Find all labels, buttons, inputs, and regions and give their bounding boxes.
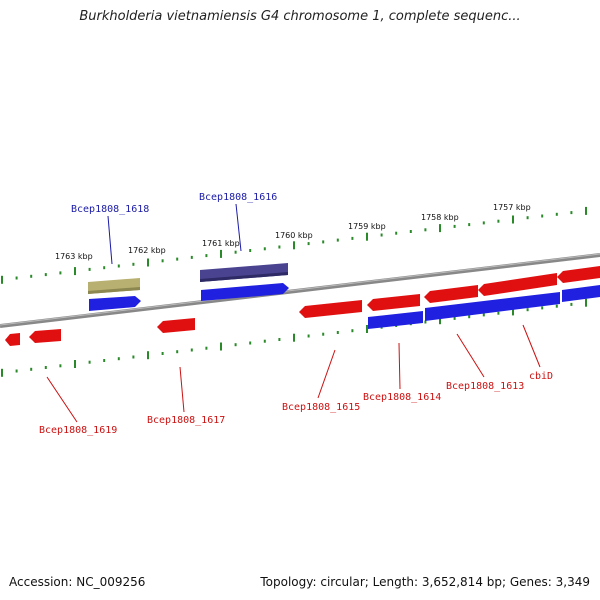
gene-label-bcep1808-1613[interactable]: Bcep1808_1613 bbox=[446, 381, 524, 392]
gene-label-bcep1808-1618[interactable]: Bcep1808_1618 bbox=[71, 204, 149, 215]
callout-line bbox=[179, 366, 185, 413]
gene-label-bcep1808-1617[interactable]: Bcep1808_1617 bbox=[147, 415, 225, 426]
gene-label-bcep1808-1616[interactable]: Bcep1808_1616 bbox=[199, 192, 277, 203]
accession-text: Accession: NC_009256 bbox=[9, 575, 146, 589]
kbp-label: 1763 kbp bbox=[55, 252, 93, 261]
forward-gene[interactable] bbox=[89, 296, 141, 311]
kbp-label: 1759 kbp bbox=[348, 222, 386, 231]
gene-label-cbid[interactable]: cbiD bbox=[529, 371, 553, 382]
map-title: Burkholderia vietnamiensis G4 chromosome… bbox=[79, 9, 521, 24]
kbp-label: 1760 kbp bbox=[275, 231, 313, 240]
callout-line bbox=[456, 333, 485, 378]
callout-line bbox=[107, 215, 113, 265]
callout-line bbox=[235, 203, 242, 252]
callout-line bbox=[46, 376, 78, 423]
callout-line bbox=[398, 342, 401, 390]
gene-label-bcep1808-1619[interactable]: Bcep1808_1619 bbox=[39, 425, 117, 436]
reverse-gene[interactable] bbox=[157, 318, 195, 333]
gene-label-bcep1808-1615[interactable]: Bcep1808_1615 bbox=[282, 402, 360, 413]
reverse-gene[interactable] bbox=[478, 273, 557, 296]
gene-bcep1808-1618-highlight-shade bbox=[88, 287, 140, 294]
reverse-gene[interactable] bbox=[299, 300, 362, 318]
callout-line bbox=[317, 349, 336, 399]
forward-gene[interactable] bbox=[562, 285, 600, 302]
sequence-summary-text: Topology: circular; Length: 3,652,814 bp… bbox=[260, 575, 590, 589]
kbp-label: 1758 kbp bbox=[421, 213, 459, 222]
gene-label-bcep1808-1614[interactable]: Bcep1808_1614 bbox=[363, 392, 441, 403]
reverse-gene[interactable] bbox=[367, 294, 420, 311]
chromosome-backbone bbox=[0, 253, 600, 328]
forward-gene[interactable] bbox=[368, 311, 423, 329]
reverse-gene[interactable] bbox=[5, 333, 20, 346]
chromosome-backbone-highlight bbox=[0, 253, 600, 326]
reverse-gene[interactable] bbox=[424, 285, 478, 303]
kbp-label: 1757 kbp bbox=[493, 203, 531, 212]
kbp-label: 1761 kbp bbox=[202, 239, 240, 248]
reverse-gene[interactable] bbox=[29, 329, 61, 343]
forward-gene[interactable] bbox=[201, 283, 289, 301]
forward-scale-ticks bbox=[1, 206, 587, 284]
kbp-label: 1762 kbp bbox=[128, 246, 166, 255]
forward-gene[interactable] bbox=[425, 292, 560, 321]
reverse-gene[interactable] bbox=[557, 266, 600, 283]
callout-line bbox=[522, 324, 541, 368]
gene-bcep1808-1616-highlight-shade bbox=[200, 272, 288, 282]
